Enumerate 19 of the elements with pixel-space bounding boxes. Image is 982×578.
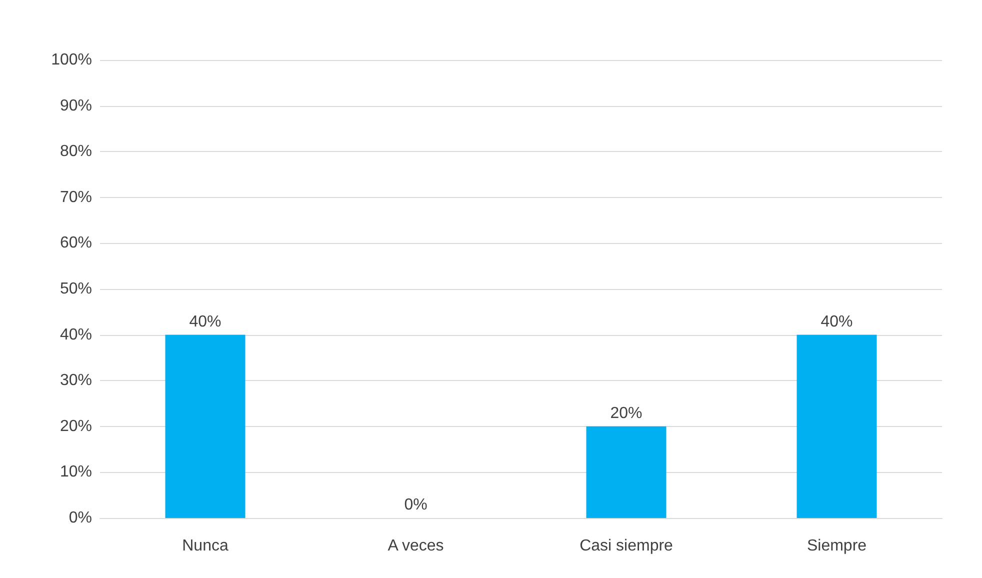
- y-tick-label: 60%: [60, 234, 92, 252]
- data-label: 20%: [610, 404, 642, 422]
- y-tick-label: 20%: [60, 418, 92, 435]
- y-tick-label: 10%: [60, 464, 92, 481]
- y-tick-label: 90%: [60, 97, 92, 114]
- data-label: 0%: [404, 496, 428, 514]
- y-tick-label: 50%: [60, 280, 92, 298]
- x-tick-label: Siempre: [806, 538, 867, 554]
- y-tick-label: 30%: [60, 372, 92, 390]
- y-tick-label: 100%: [51, 52, 92, 68]
- x-tick-label: Nunca: [182, 538, 228, 554]
- data-label: 40%: [189, 313, 222, 330]
- x-tick-label: A veces: [388, 538, 444, 554]
- y-tick-label: 70%: [60, 188, 92, 206]
- y-tick-label: 40%: [60, 326, 92, 344]
- x-tick-label: Casi siempre: [580, 538, 674, 554]
- data-label: 40%: [820, 313, 853, 330]
- y-tick-label: 0%: [68, 510, 92, 526]
- y-tick-label: 80%: [60, 143, 92, 160]
